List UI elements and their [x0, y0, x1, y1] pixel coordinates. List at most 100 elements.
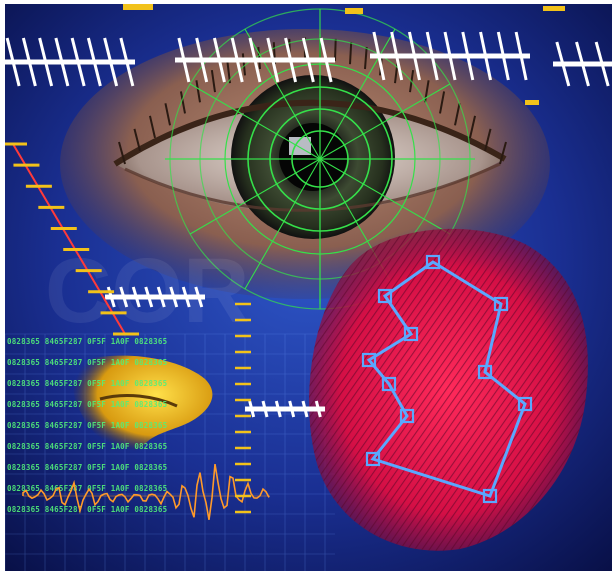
- minutiae-node: [377, 288, 393, 304]
- scale-mid-left-tick: [169, 286, 179, 308]
- minutiae-node: [517, 396, 533, 412]
- targeting-reticle: [165, 8, 475, 310]
- biometric-scene: COR 0828365 8465F287 0F5F 1A0F 082836508…: [5, 4, 612, 571]
- scale-mid-left-tick: [181, 286, 191, 308]
- code-rows: 0828365 8465F287 0F5F 1A0F 0828365 082836…: [7, 337, 167, 514]
- reticle-spoke: [319, 83, 451, 160]
- tick-scales: [5, 31, 612, 418]
- eye-upper-lid: [113, 99, 507, 167]
- status-indicators: [123, 4, 565, 105]
- scale-top-right-tick: [425, 31, 439, 81]
- code-row: 0828365 8465F287 0F5F 1A0F 0828365: [7, 379, 167, 388]
- scale-top-left-tick: [5, 37, 21, 87]
- scale-top-left-tick: [54, 37, 70, 87]
- left-scale-line: [12, 143, 126, 335]
- scale-mid-small-tick: [274, 400, 282, 418]
- face-mouth: [99, 393, 178, 408]
- eye-lower-lid: [124, 162, 501, 212]
- scale-top-right-tick: [372, 31, 386, 81]
- scale-top-right-tick: [407, 31, 421, 81]
- indicator-block: [345, 8, 363, 14]
- minutiae-node: [482, 488, 498, 504]
- scale-top-center-tick: [319, 37, 333, 83]
- scale-top-right-tick: [479, 31, 493, 81]
- minutiae-node: [365, 451, 381, 467]
- lash: [484, 128, 492, 152]
- scale-mid-left-tick: [156, 286, 166, 308]
- minutiae-node: [399, 408, 415, 424]
- reticle-spoke: [319, 28, 396, 160]
- scale-top-left-tick: [38, 37, 54, 87]
- reticle-spoke: [244, 28, 321, 160]
- fingerprint: [309, 228, 588, 551]
- code-row: 0828365 8465F287 0F5F 1A0F 0828365: [7, 442, 167, 451]
- code-row: 0828365 8465F287 0F5F 1A0F 0828365: [7, 463, 167, 472]
- lash: [164, 103, 171, 126]
- lash: [364, 46, 368, 70]
- scale-top-edge-tick: [594, 41, 610, 87]
- indicator-block: [525, 100, 539, 105]
- scale-mid-small-tick: [314, 400, 322, 418]
- scale-top-right-tick: [461, 31, 475, 81]
- minutiae-polygon: [361, 254, 533, 504]
- lash: [469, 115, 477, 139]
- scale-mid-small-tick: [301, 400, 309, 418]
- scale-top-left-tick: [21, 37, 37, 87]
- scale-top-center-tick: [284, 37, 298, 83]
- scale-top-center-tick: [195, 37, 209, 83]
- minutiae-node: [381, 376, 397, 392]
- code-row: 0828365 8465F287 0F5F 1A0F 0828365: [7, 421, 167, 430]
- fingerprint-ridges: [309, 228, 588, 551]
- lash: [241, 53, 246, 76]
- scale-top-center-tick: [212, 37, 226, 83]
- code-row: 0828365 8465F287 0F5F 1A0F 0828365: [7, 337, 167, 346]
- scale-mid-small-tick: [261, 400, 269, 418]
- minutiae-node: [425, 254, 441, 270]
- lash: [118, 141, 126, 165]
- minutiae-node: [361, 352, 377, 368]
- lash: [133, 128, 141, 152]
- lash: [454, 103, 461, 126]
- indicator-block: [123, 4, 153, 10]
- lash: [148, 115, 156, 139]
- reticle-spoke: [319, 158, 451, 235]
- lash: [499, 141, 507, 165]
- lash: [334, 38, 337, 61]
- scale-top-edge-tick: [555, 41, 571, 87]
- lash: [179, 91, 186, 114]
- reticle-spoke: [244, 158, 321, 290]
- scale-top-center-tick: [177, 37, 191, 83]
- scale-mid-left-tick: [131, 286, 141, 308]
- code-row: 0828365 8465F287 0F5F 1A0F 0828365: [7, 484, 167, 493]
- code-row: 0828365 8465F287 0F5F 1A0F 0828365: [7, 400, 167, 409]
- scale-mid-left-tick: [194, 286, 204, 308]
- scale-mid-small-tick: [288, 400, 296, 418]
- waveform: [22, 463, 270, 520]
- scale-top-left-tick: [86, 37, 102, 87]
- waveform-trace: [22, 463, 270, 520]
- lash: [210, 69, 216, 93]
- scale-top-right-tick: [496, 31, 510, 81]
- scale-top-right-tick: [443, 31, 457, 81]
- minutiae-node: [403, 326, 419, 342]
- scale-top-edge-tick: [575, 41, 590, 87]
- scale-top-left-tick: [70, 37, 86, 87]
- reticle-spoke: [189, 158, 321, 235]
- scale-top-left-tick: [119, 37, 135, 87]
- indicator-block: [543, 6, 565, 11]
- scale-top-center-tick: [301, 37, 315, 83]
- lash: [195, 80, 201, 103]
- scale-top-right-tick: [514, 31, 528, 81]
- code-row: 0828365 8465F287 0F5F 1A0F 0828365: [7, 505, 167, 514]
- face-profile: [72, 355, 213, 454]
- code-row: 0828365 8465F287 0F5F 1A0F 0828365: [7, 358, 167, 367]
- scale-mid-small-tick: [248, 400, 256, 418]
- left-diagonal-scale: [5, 142, 251, 514]
- scale-mid-left-tick: [144, 286, 154, 308]
- minutiae-node: [493, 296, 509, 312]
- face-shape: [72, 355, 213, 454]
- scale-top-left-tick: [103, 37, 119, 87]
- lash: [439, 91, 446, 114]
- reticle-spoke: [189, 83, 321, 160]
